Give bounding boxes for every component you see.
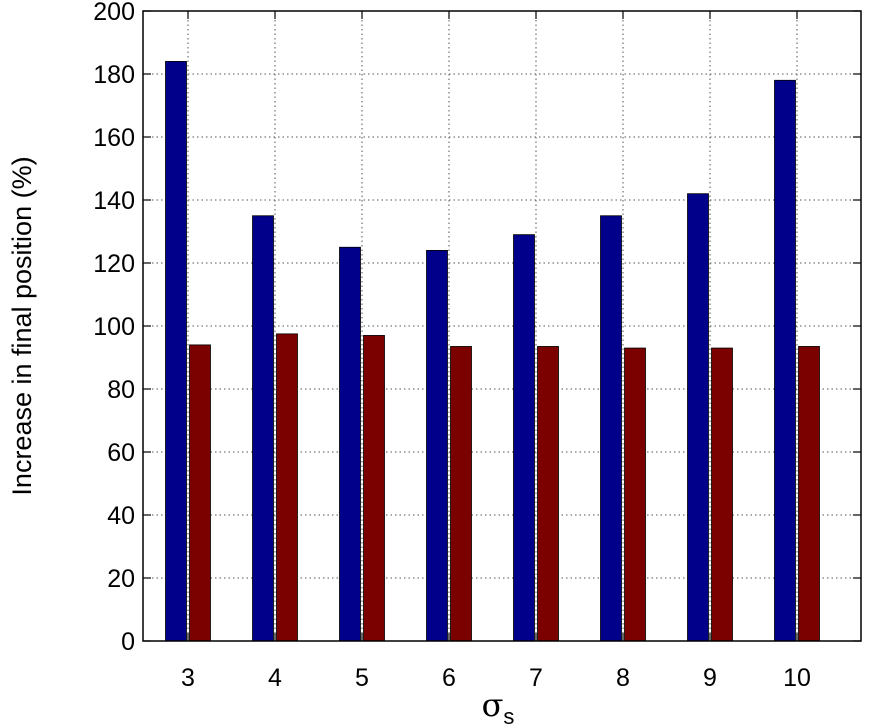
y-tick-label: 160 xyxy=(93,124,135,152)
bar-series-2-7 xyxy=(537,346,559,642)
axis-ticks xyxy=(143,10,861,642)
x-tick-label: 7 xyxy=(529,664,543,692)
x-tick-label: 3 xyxy=(181,664,195,692)
bar-series-1-4 xyxy=(252,215,274,642)
y-axis-label: Increase in final position (%) xyxy=(7,156,37,495)
bar-series-1-5 xyxy=(339,246,361,642)
x-tick-label: 5 xyxy=(355,664,369,692)
bar-series-1-8 xyxy=(600,215,622,642)
y-tick-label: 120 xyxy=(93,250,135,278)
y-tick-label: 20 xyxy=(107,565,135,593)
y-tick-label: 100 xyxy=(93,313,135,341)
plot-frame xyxy=(142,10,862,642)
bar-series-1-3 xyxy=(165,61,187,642)
bar-series-2-9 xyxy=(711,347,733,642)
y-tick-label: 140 xyxy=(93,187,135,215)
y-tick-label: 200 xyxy=(93,0,135,26)
x-axis-label-symbol: σ xyxy=(482,686,504,724)
y-tick-labels: 0 20 40 60 80 100 120 140 160 180 200 xyxy=(93,0,135,656)
y-tick-label: 180 xyxy=(93,61,135,89)
bar-series-1-7 xyxy=(513,234,535,642)
x-axis-label-subscript: s xyxy=(503,704,514,726)
bar-series-2-4 xyxy=(276,333,298,642)
y-tick-label: 60 xyxy=(107,439,135,467)
x-tick-labels: 3 4 5 6 7 8 9 10 xyxy=(181,664,811,692)
bars xyxy=(165,61,820,642)
bar-series-1-6 xyxy=(426,249,448,642)
bar-series-2-10 xyxy=(798,346,820,642)
bar-series-2-5 xyxy=(363,335,385,642)
y-tick-label: 0 xyxy=(121,628,135,656)
y-tick-label: 40 xyxy=(107,502,135,530)
x-tick-label: 9 xyxy=(703,664,717,692)
grid-lines xyxy=(143,11,861,641)
x-tick-label: 10 xyxy=(783,664,811,692)
x-tick-label: 8 xyxy=(616,664,630,692)
bar-series-1-10 xyxy=(774,79,796,642)
x-axis-label: σs xyxy=(482,686,515,726)
y-tick-label: 80 xyxy=(107,376,135,404)
bar-series-1-9 xyxy=(687,193,709,642)
bar-series-2-3 xyxy=(189,344,211,642)
bar-series-2-8 xyxy=(624,347,646,642)
x-tick-label: 4 xyxy=(268,664,282,692)
x-tick-label: 6 xyxy=(442,664,456,692)
bar-series-2-6 xyxy=(450,346,472,642)
